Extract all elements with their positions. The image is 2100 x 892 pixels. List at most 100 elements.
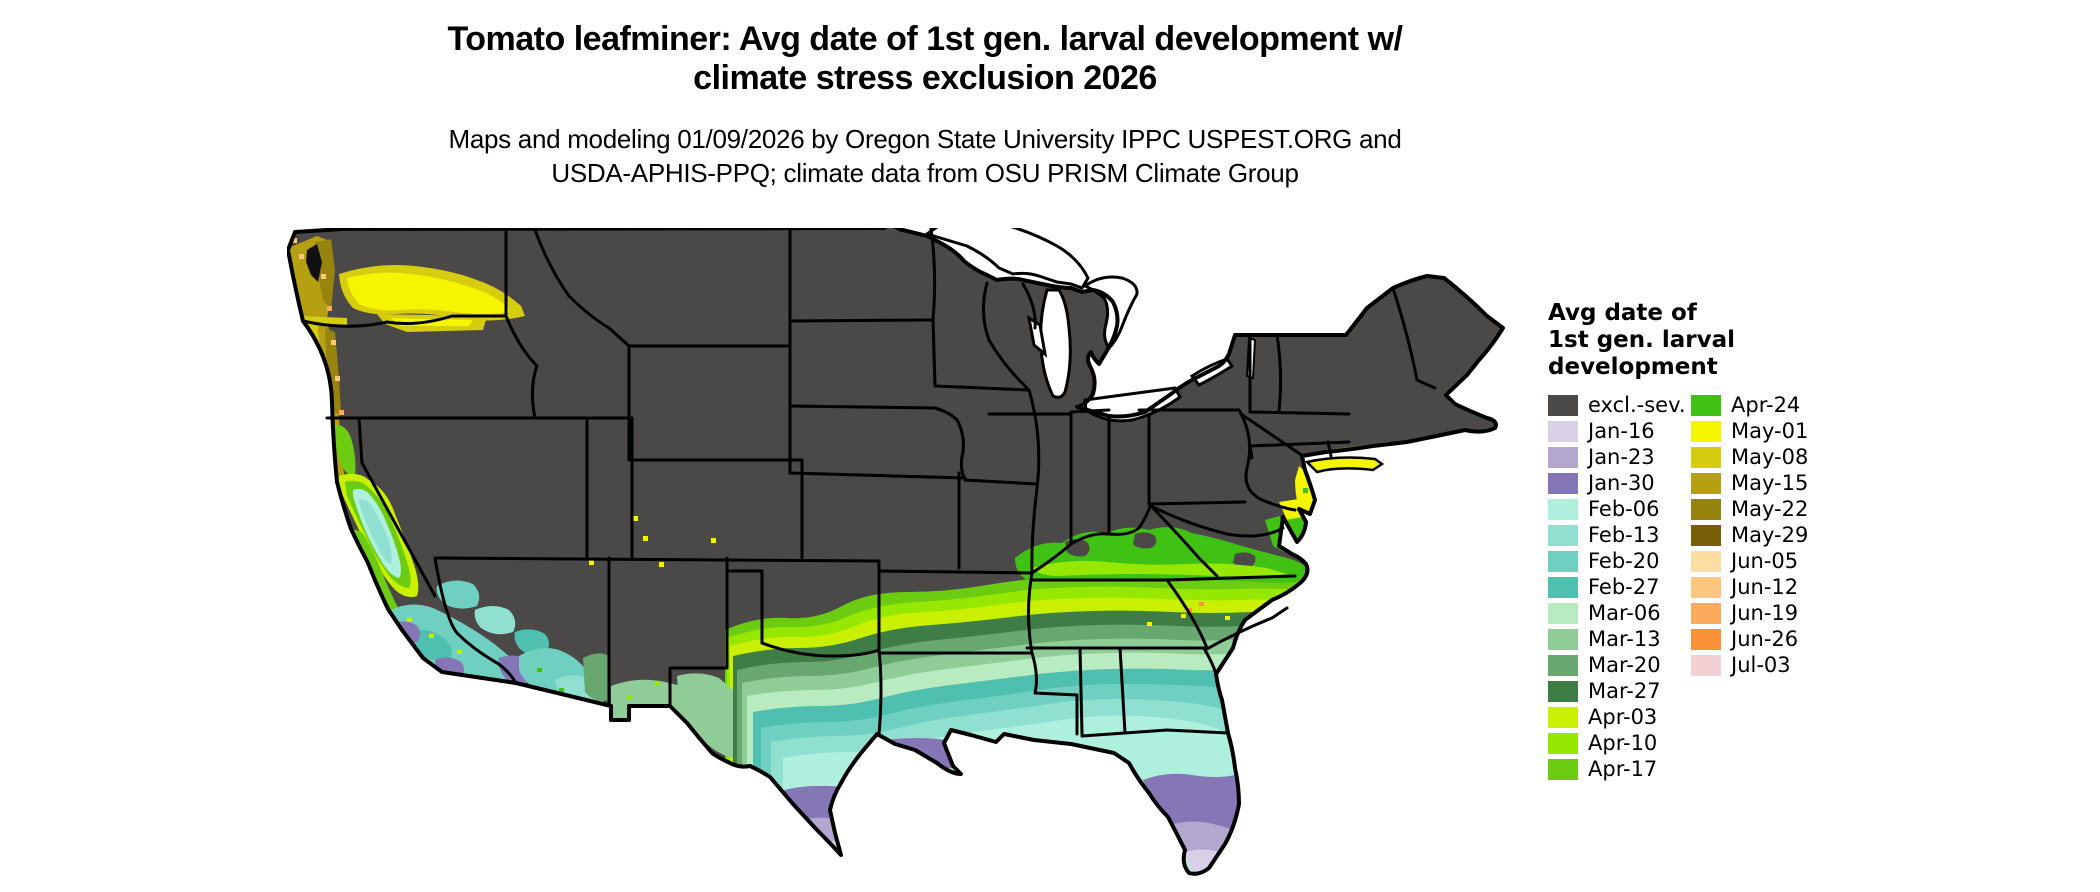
speck-nm-1 <box>627 696 632 700</box>
legend-title-line-3: development <box>1548 354 1718 380</box>
legend-swatch <box>1548 576 1578 598</box>
legend-item: Mar-13 <box>1548 626 1691 652</box>
legend-column-1: excl.-sev. Jan-16 Jan-23 Jan-30 Feb-06 Feb-13… <box>1548 392 1691 782</box>
speck-tn-1 <box>1147 622 1152 626</box>
legend-item: Mar-27 <box>1548 678 1691 704</box>
speck-cascade-4 <box>335 376 340 381</box>
region-mojave-1 <box>436 580 480 609</box>
speck-nj-green <box>1303 488 1308 493</box>
legend-label: May-01 <box>1731 419 1809 443</box>
map-legend: Avg date of 1st gen. larval development … <box>1548 300 1878 782</box>
map-header: Tomato leafminer: Avg date of 1st gen. l… <box>0 20 1850 190</box>
us-risk-map <box>286 218 1513 884</box>
legend-swatch <box>1548 732 1578 754</box>
legend-item: Jan-16 <box>1548 418 1691 444</box>
legend-swatch <box>1691 524 1721 546</box>
legend-label: Jan-23 <box>1588 445 1655 469</box>
great-lakes <box>923 218 1257 423</box>
legend-swatch <box>1548 394 1578 416</box>
page-subtitle: Maps and modeling 01/09/2026 by Oregon S… <box>0 122 1850 190</box>
legend-label: Apr-17 <box>1588 757 1658 781</box>
speck-az-2 <box>559 688 564 692</box>
legend-item: Apr-17 <box>1548 756 1691 782</box>
legend-swatch <box>1548 550 1578 572</box>
legend-item: Jan-30 <box>1548 470 1691 496</box>
region-seaz-sage <box>583 653 609 701</box>
us-map-svg <box>286 218 1505 876</box>
legend-swatch <box>1691 446 1721 468</box>
legend-item: Feb-27 <box>1548 574 1691 600</box>
region-puget-water <box>306 244 322 282</box>
speck-socal-1 <box>407 618 412 622</box>
legend-item: Mar-20 <box>1548 652 1691 678</box>
legend-label: May-29 <box>1731 523 1809 547</box>
legend-swatch <box>1548 628 1578 650</box>
speck-az-1 <box>537 668 542 672</box>
region-nca-coast-green <box>333 425 356 476</box>
legend-label: Jul-03 <box>1731 653 1791 677</box>
legend-item: May-08 <box>1691 444 1834 470</box>
legend-swatch <box>1691 498 1721 520</box>
legend-swatch <box>1548 498 1578 520</box>
lake-erie <box>1083 386 1182 423</box>
speck-cascade-3 <box>331 340 336 345</box>
title-line-2: climate stress exclusion 2026 <box>693 59 1157 97</box>
state-borders <box>301 226 1437 738</box>
speck-smokies-2 <box>1199 602 1204 606</box>
speck-olympic-1 <box>291 238 297 243</box>
legend-swatch <box>1691 420 1721 442</box>
legend-label: Mar-06 <box>1588 601 1661 625</box>
speck-smokies-1 <box>1187 608 1192 613</box>
region-ky-apr10-core <box>1032 560 1287 577</box>
legend-label: Jun-12 <box>1731 575 1799 599</box>
legend-label: Jun-26 <box>1731 627 1799 651</box>
legend-swatch <box>1691 628 1721 650</box>
legend-swatch <box>1691 472 1721 494</box>
speck-4corners-2 <box>643 536 648 541</box>
legend-item: May-29 <box>1691 522 1834 548</box>
legend-item: excl.-sev. <box>1548 392 1691 418</box>
region-ky-mottle-2 <box>1133 532 1157 549</box>
legend-label: May-08 <box>1731 445 1809 469</box>
speck-socal-3 <box>457 650 462 654</box>
legend-item: Feb-06 <box>1548 496 1691 522</box>
speck-4corners-1 <box>633 516 638 521</box>
speck-cascade-5 <box>339 410 344 415</box>
legend-title-line-2: 1st gen. larval <box>1548 327 1736 353</box>
legend-label: Apr-10 <box>1588 731 1658 755</box>
page-title: Tomato leafminer: Avg date of 1st gen. l… <box>0 20 1850 98</box>
long-island <box>1304 456 1385 474</box>
region-ky-mottle-3 <box>1233 552 1256 568</box>
legend-label: Apr-03 <box>1588 705 1658 729</box>
speck-4corners-5 <box>711 538 716 543</box>
legend-label: excl.-sev. <box>1588 393 1686 417</box>
speck-socal-2 <box>429 634 434 638</box>
speck-cascade-2 <box>327 306 332 311</box>
legend-title: Avg date of 1st gen. larval development <box>1548 300 1878 381</box>
legend-swatch <box>1548 524 1578 546</box>
legend-swatch <box>1548 680 1578 702</box>
legend-label: May-22 <box>1731 497 1809 521</box>
legend-swatch <box>1691 654 1721 676</box>
region-socal-lav <box>417 668 439 682</box>
region-wtx-sage <box>677 673 733 758</box>
title-line-1: Tomato leafminer: Avg date of 1st gen. l… <box>447 20 1403 58</box>
legend-label: Mar-27 <box>1588 679 1661 703</box>
legend-label: Jun-19 <box>1731 601 1799 625</box>
legend-swatch <box>1548 654 1578 676</box>
legend-item: Jul-03 <box>1691 652 1834 678</box>
legend-label: Feb-13 <box>1588 523 1660 547</box>
legend-swatch <box>1691 394 1721 416</box>
legend-swatch <box>1548 758 1578 780</box>
region-mojave-2 <box>474 606 516 635</box>
legend-label: Mar-13 <box>1588 627 1661 651</box>
legend-label: Apr-24 <box>1731 393 1801 417</box>
legend-swatch <box>1548 472 1578 494</box>
legend-column-2: Apr-24 May-01 May-08 May-15 May-22 May-29 Jun-… <box>1691 392 1834 782</box>
region-wa-basin-yellow <box>347 272 509 314</box>
legend-item: Jun-19 <box>1691 600 1834 626</box>
speck-smokies-3 <box>1181 614 1186 618</box>
subtitle-line-1: Maps and modeling 01/09/2026 by Oregon S… <box>448 124 1402 154</box>
speck-nm-2 <box>655 682 660 686</box>
legend-item: Apr-10 <box>1548 730 1691 756</box>
